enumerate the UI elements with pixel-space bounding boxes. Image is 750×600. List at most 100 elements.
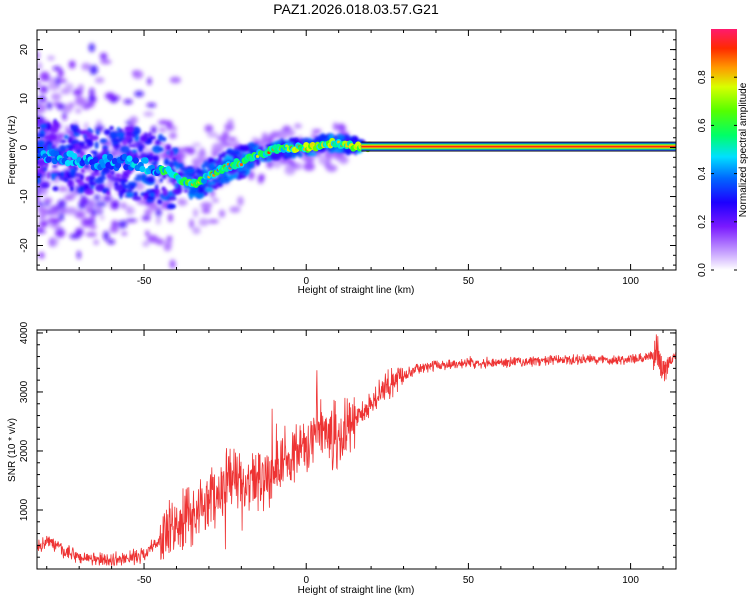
noise-blob	[333, 122, 338, 131]
energy-blob	[51, 175, 56, 180]
energy-blob	[239, 146, 250, 153]
energy-blob	[49, 173, 58, 177]
energy-blob	[114, 184, 123, 192]
bottom-y-axis-label: SNR (10 * v/v)	[7, 418, 18, 482]
noise-blob	[216, 135, 227, 141]
noise-blob	[169, 76, 182, 84]
noise-blob	[68, 102, 73, 110]
y-tick-label: -20	[19, 238, 30, 253]
noise-blob	[57, 69, 64, 78]
energy-blob	[301, 137, 311, 145]
noise-blob	[68, 60, 76, 69]
energy-blob	[166, 144, 171, 151]
energy-blob	[141, 173, 147, 181]
energy-blob	[80, 150, 85, 157]
noise-blob	[47, 55, 55, 61]
x-tick-label: 0	[303, 575, 309, 586]
noise-blob	[107, 238, 116, 245]
noise-blob	[88, 96, 96, 102]
energy-blob	[230, 150, 241, 156]
x-tick-label: -50	[137, 575, 152, 586]
band-core	[361, 145, 676, 148]
noise-blob	[57, 186, 68, 192]
colorbar-tick-label: 0.4	[697, 166, 708, 180]
energy-blob	[172, 157, 177, 162]
colorbar-tick-label: 0.2	[697, 214, 708, 228]
x-tick-label: 100	[622, 276, 639, 287]
energy-blob	[217, 175, 222, 182]
energy-blob	[292, 137, 300, 144]
noise-blob	[99, 52, 108, 60]
energy-blob	[354, 136, 359, 143]
noise-blob	[112, 199, 120, 210]
energy-blob	[125, 192, 134, 198]
energy-blob	[47, 133, 58, 142]
noise-blob	[172, 126, 177, 131]
noise-blob	[326, 164, 338, 173]
noise-blob	[258, 173, 265, 181]
energy-blob	[157, 199, 163, 205]
noise-blob	[218, 209, 226, 218]
noise-blob	[304, 156, 315, 163]
noise-blob	[37, 115, 44, 121]
energy-blob	[220, 179, 230, 184]
noise-blob	[125, 218, 138, 223]
noise-blob	[167, 213, 173, 223]
noise-blob	[79, 197, 90, 206]
energy-blob	[80, 130, 91, 135]
energy-blob	[66, 145, 76, 149]
noise-blob	[222, 142, 235, 148]
noise-blob	[90, 208, 98, 217]
energy-blob	[122, 187, 126, 194]
noise-blob	[338, 125, 347, 131]
energy-blob	[110, 170, 115, 176]
noise-blob	[153, 178, 162, 186]
energy-blob	[86, 140, 94, 147]
noise-blob	[284, 165, 296, 176]
energy-blob	[103, 129, 111, 136]
energy-blob	[94, 141, 99, 150]
noise-blob	[37, 206, 48, 214]
energy-blob	[85, 176, 89, 182]
energy-blob	[88, 181, 97, 187]
energy-blob	[59, 144, 67, 153]
energy-blob	[115, 173, 122, 178]
snr-line	[37, 334, 676, 567]
ridge-blob	[106, 153, 113, 161]
energy-blob	[60, 139, 67, 144]
ridge-blob	[92, 157, 99, 164]
noise-blob	[228, 137, 237, 142]
energy-blob	[143, 195, 147, 201]
noise-blob	[37, 62, 43, 71]
noise-blob	[95, 201, 107, 207]
energy-blob	[149, 152, 154, 157]
energy-blob	[79, 174, 84, 181]
energy-blob	[64, 134, 69, 140]
top-y-axis-label: Frequency (Hz)	[7, 116, 18, 185]
energy-blob	[49, 125, 58, 133]
noise-blob	[134, 90, 145, 97]
noise-blob	[303, 162, 315, 171]
noise-blob	[237, 196, 244, 207]
energy-blob	[168, 196, 177, 201]
energy-blob	[217, 182, 223, 187]
energy-blob	[112, 177, 123, 182]
energy-blob	[131, 195, 142, 201]
noise-blob	[89, 224, 97, 230]
noise-blob	[50, 206, 55, 217]
colorbar-tick-label: 0.0	[697, 263, 708, 277]
energy-blob	[131, 149, 138, 154]
energy-blob	[173, 160, 178, 167]
noise-blob	[60, 88, 71, 95]
noise-blob	[85, 103, 95, 108]
ridge-core	[239, 163, 243, 167]
energy-blob	[118, 190, 124, 198]
noise-blob	[126, 205, 131, 215]
energy-blob	[81, 168, 85, 174]
energy-blob	[298, 151, 303, 158]
energy-blob	[237, 173, 247, 179]
noise-blob	[200, 147, 205, 157]
noise-blob	[71, 190, 76, 199]
energy-blob	[97, 175, 107, 181]
